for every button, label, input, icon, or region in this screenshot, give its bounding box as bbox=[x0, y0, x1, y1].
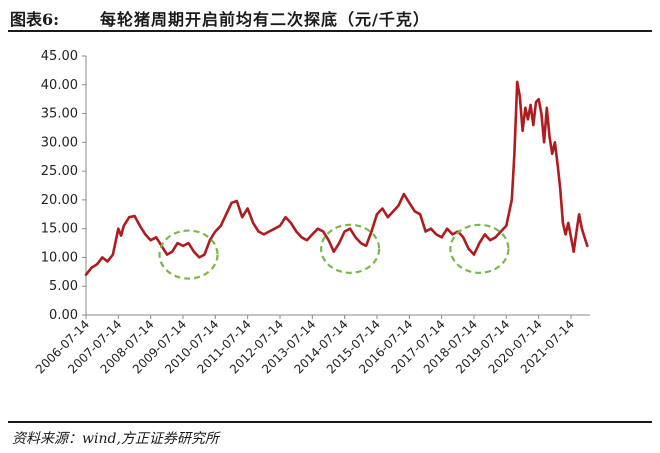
y-tick-label: 45.00 bbox=[41, 49, 78, 64]
y-tick-label: 0.00 bbox=[49, 308, 78, 323]
pork-price-line-chart: 45.00 40.00 35.00 30.00 25.00 20.00 15.00 10.00… bbox=[33, 49, 590, 376]
footer-rule bbox=[8, 421, 652, 423]
y-tick-label: 10.00 bbox=[41, 250, 78, 265]
second-bottom-highlight-circle bbox=[449, 223, 510, 274]
y-tick-label: 20.00 bbox=[41, 193, 78, 208]
y-tick-label: 30.00 bbox=[41, 135, 78, 150]
figure-header: 图表6: 每轮猪周期开启前均有二次探底（元/千克） bbox=[0, 0, 660, 30]
second-bottom-highlight-circle bbox=[320, 223, 381, 274]
y-axis: 45.00 40.00 35.00 30.00 25.00 20.00 15.00 10.00… bbox=[41, 49, 87, 323]
figure-title: 每轮猪周期开启前均有二次探底（元/千克） bbox=[100, 10, 430, 29]
price-series-line bbox=[84, 80, 589, 276]
y-tick-label: 15.00 bbox=[41, 222, 78, 237]
y-tick-label: 25.00 bbox=[41, 164, 78, 179]
x-axis: 2006-07-142007-07-142008-07-142009-07-14… bbox=[33, 314, 590, 376]
chart-area: 45.00 40.00 35.00 30.00 25.00 20.00 15.00 10.00… bbox=[0, 32, 660, 424]
figure-label: 图表6: bbox=[10, 10, 60, 29]
plot-area bbox=[84, 80, 589, 280]
second-bottom-highlight-circle bbox=[158, 229, 219, 280]
header-rule bbox=[8, 30, 652, 32]
y-tick-label: 35.00 bbox=[41, 107, 78, 122]
figure-source: 资料来源：wind,方正证券研究所 bbox=[12, 431, 219, 447]
y-tick-label: 40.00 bbox=[41, 78, 78, 93]
y-tick-label: 5.00 bbox=[49, 279, 78, 294]
